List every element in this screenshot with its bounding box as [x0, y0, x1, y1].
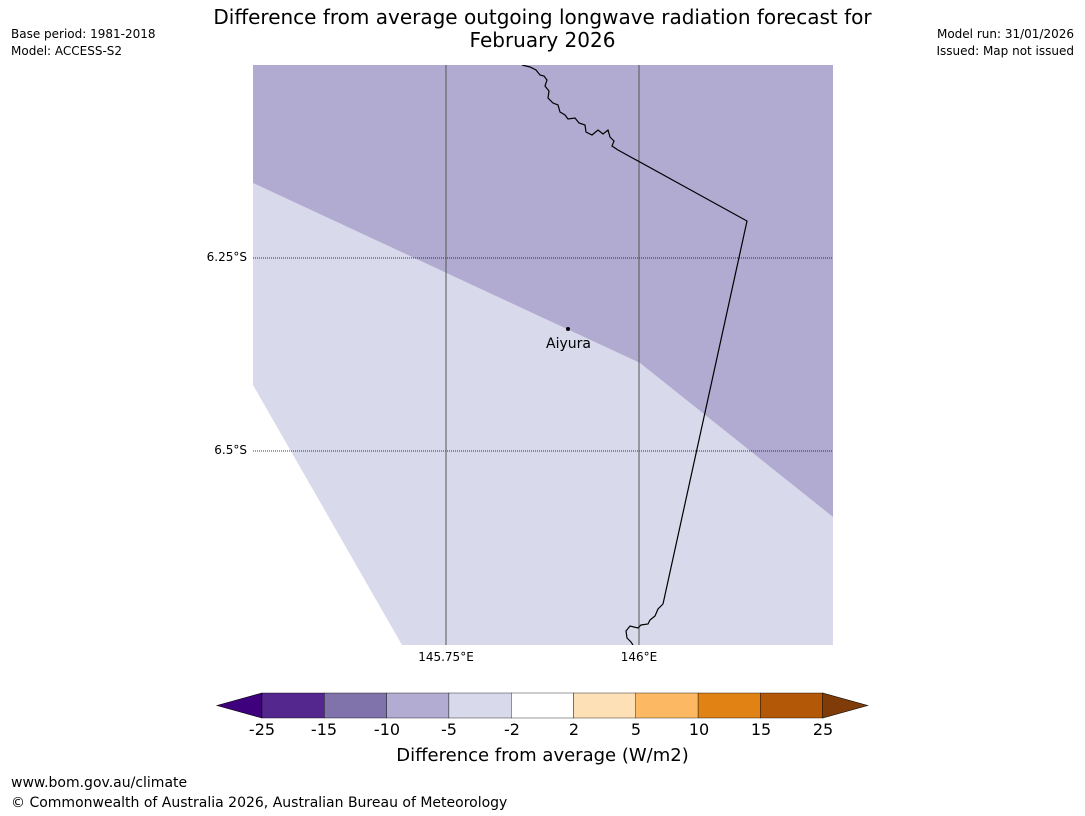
lat-label-6-5: 6.5°S — [214, 443, 247, 457]
colorbar-label: Difference from average (W/m2) — [396, 745, 689, 766]
cb-tick: 5 — [630, 720, 642, 739]
cb-tick: 15 — [750, 720, 772, 739]
colorbar-extend-low — [215, 692, 263, 719]
cb-tick: -5 — [441, 720, 457, 739]
colorbar-segment — [635, 692, 699, 719]
colorbar-segment — [573, 692, 636, 719]
lon-label-146: 146°E — [620, 650, 658, 664]
cb-tick: -2 — [504, 720, 520, 739]
meta-right: Model run: 31/01/2026 Issued: Map not is… — [936, 26, 1074, 60]
model-run: Model run: 31/01/2026 — [936, 27, 1074, 41]
cb-tick: -15 — [310, 720, 338, 739]
border-line — [617, 149, 748, 605]
anomaly-band-minus10-to-minus5 — [253, 65, 833, 517]
aiyura-marker — [566, 327, 570, 331]
cb-tick: 25 — [812, 720, 834, 739]
anomaly-band-minus5-to-minus2 — [253, 183, 833, 645]
base-period: Base period: 1981-2018 — [11, 27, 156, 41]
map-title: Difference from average outgoing longwav… — [0, 6, 1085, 52]
colorbar-segment — [324, 692, 387, 719]
colorbar-segment — [760, 692, 823, 719]
colorbar-segment — [511, 692, 574, 719]
footer-url: www.bom.gov.au/climate — [11, 775, 188, 791]
colorbar-extend-high — [822, 692, 869, 719]
footer-copyright: © Commonwealth of Australia 2026, Austra… — [11, 795, 508, 811]
issued-status: Issued: Map not issued — [936, 44, 1074, 58]
title-line-2: February 2026 — [469, 28, 616, 52]
coastline — [521, 65, 619, 151]
lon-label-145-75: 145.75°E — [418, 650, 474, 664]
title-line-1: Difference from average outgoing longwav… — [213, 5, 872, 29]
coastline-south — [625, 603, 664, 645]
meta-left: Base period: 1981-2018 Model: ACCESS-S2 — [11, 26, 156, 60]
colorbar-segment — [697, 692, 761, 719]
model-name: Model: ACCESS-S2 — [11, 44, 123, 58]
lat-label-6-25: 6.25°S — [206, 250, 247, 264]
colorbar-segment — [386, 692, 450, 719]
colorbar-segment — [448, 692, 512, 719]
place-label-aiyura: Aiyura — [546, 336, 591, 352]
cb-tick: 2 — [568, 720, 580, 739]
colorbar-segment — [261, 692, 325, 719]
cb-tick: -25 — [248, 720, 276, 739]
cb-tick: -10 — [373, 720, 401, 739]
cb-tick: 10 — [688, 720, 710, 739]
